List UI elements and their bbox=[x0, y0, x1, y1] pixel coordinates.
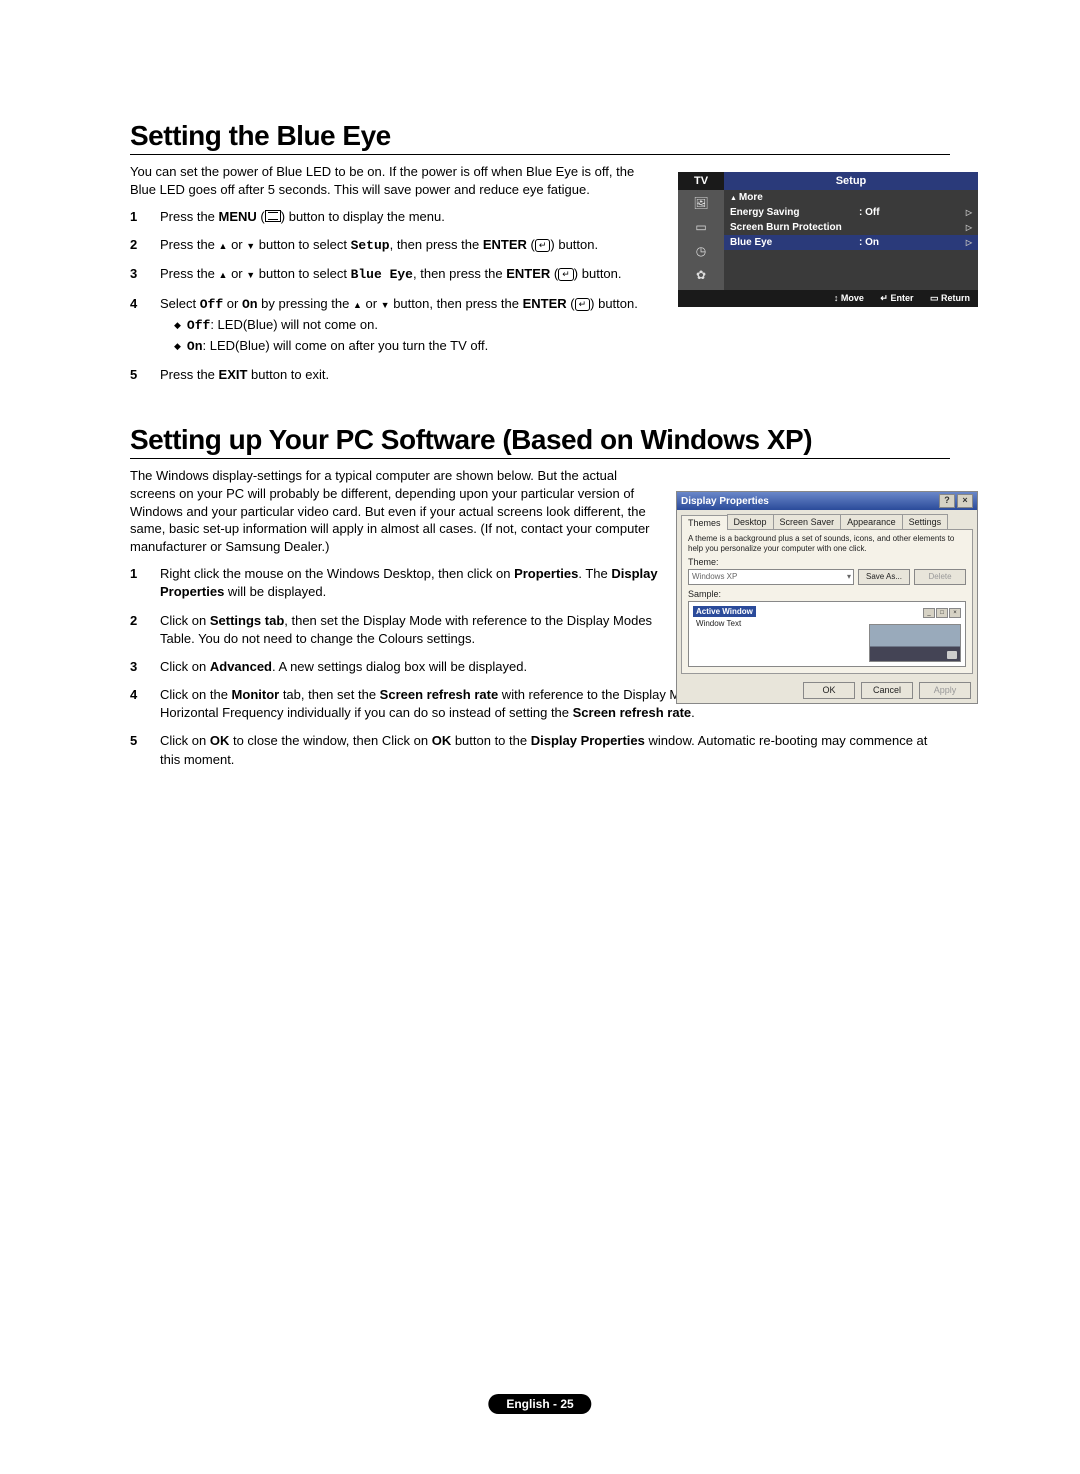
step-4-sublist: Off: LED(Blue) will not come on. On: LED… bbox=[160, 314, 940, 356]
dlg-desc: A theme is a background plus a set of so… bbox=[688, 534, 966, 553]
menu-icon bbox=[265, 210, 281, 222]
theme-label: Theme: bbox=[688, 557, 966, 567]
help-icon: ? bbox=[939, 494, 955, 508]
enter-icon bbox=[535, 239, 551, 252]
osd-row-more: More bbox=[724, 190, 978, 205]
pc-step-2: Click on Settings tab, then set the Disp… bbox=[130, 612, 660, 648]
osd-row-sbp: Screen Burn Protection▷ bbox=[724, 220, 978, 235]
step-5: Press the EXIT button to exit. bbox=[130, 366, 940, 384]
page-footer: English - 25 bbox=[488, 1394, 591, 1414]
step-1: Press the MENU () button to display the … bbox=[130, 208, 660, 226]
osd-tv-label: TV bbox=[678, 172, 724, 190]
up-icon bbox=[353, 296, 362, 311]
down-icon bbox=[381, 296, 390, 311]
tab-settings: Settings bbox=[902, 514, 949, 529]
section1-title: Setting the Blue Eye bbox=[130, 120, 950, 155]
osd-row-blueeye: Blue Eye: On▷ bbox=[724, 235, 978, 250]
osd-footer: Move Enter Return bbox=[678, 290, 978, 307]
sound-icon: ▭ bbox=[690, 218, 712, 236]
sample-preview: Active Window _□× Window Text bbox=[688, 601, 966, 667]
setup-icon: ✿ bbox=[690, 266, 712, 284]
apply-button: Apply bbox=[919, 682, 971, 699]
tab-appearance: Appearance bbox=[840, 514, 903, 529]
enter-icon bbox=[558, 268, 574, 281]
clock-icon: ◷ bbox=[690, 242, 712, 260]
sub-off: Off: LED(Blue) will not come on. bbox=[174, 316, 940, 335]
dlg-pane: A theme is a background plus a set of so… bbox=[681, 529, 973, 674]
enter-icon bbox=[575, 298, 591, 311]
section2-title: Setting up Your PC Software (Based on Wi… bbox=[130, 424, 950, 459]
down-icon bbox=[246, 237, 255, 252]
tab-screensaver: Screen Saver bbox=[773, 514, 842, 529]
osd-menu-column: More Energy Saving: Off▷ Screen Burn Pro… bbox=[724, 190, 978, 290]
delete-button: Delete bbox=[914, 569, 966, 585]
active-window-title: Active Window bbox=[693, 606, 756, 617]
osd-setup-label: Setup bbox=[724, 172, 978, 190]
close-icon: × bbox=[957, 494, 973, 508]
step-2: Press the or button to select Setup, the… bbox=[130, 236, 660, 255]
osd-icon-column: 🖼 ▭ ◷ ✿ bbox=[678, 190, 724, 290]
window-controls-icon: _□× bbox=[922, 606, 961, 618]
save-as-button: Save As... bbox=[858, 569, 910, 585]
theme-select: Windows XP bbox=[688, 569, 854, 585]
sub-on: On: LED(Blue) will come on after you tur… bbox=[174, 337, 940, 356]
tab-themes: Themes bbox=[681, 515, 728, 530]
picture-icon: 🖼 bbox=[690, 194, 712, 212]
display-properties-dialog: Display Properties ? × Themes Desktop Sc… bbox=[676, 491, 978, 704]
wallpaper-preview bbox=[869, 624, 961, 662]
pc-step-1: Right click the mouse on the Windows Des… bbox=[130, 565, 660, 601]
osd-row-energy: Energy Saving: Off▷ bbox=[724, 205, 978, 220]
dlg-buttons: OK Cancel Apply bbox=[677, 678, 977, 703]
down-icon bbox=[246, 266, 255, 281]
ok-button: OK bbox=[803, 682, 855, 699]
tv-osd-screenshot: TV Setup 🖼 ▭ ◷ ✿ More Energy Saving: Off… bbox=[678, 172, 978, 307]
dlg-tabs: Themes Desktop Screen Saver Appearance S… bbox=[677, 510, 977, 529]
tab-desktop: Desktop bbox=[727, 514, 774, 529]
dlg-titlebar: Display Properties ? × bbox=[677, 492, 977, 510]
cancel-button: Cancel bbox=[861, 682, 913, 699]
section2-intro: The Windows display-settings for a typic… bbox=[130, 467, 650, 555]
sample-label: Sample: bbox=[688, 589, 966, 599]
pc-step-5: Click on OK to close the window, then Cl… bbox=[130, 732, 940, 768]
section1-intro: You can set the power of Blue LED to be … bbox=[130, 163, 650, 198]
